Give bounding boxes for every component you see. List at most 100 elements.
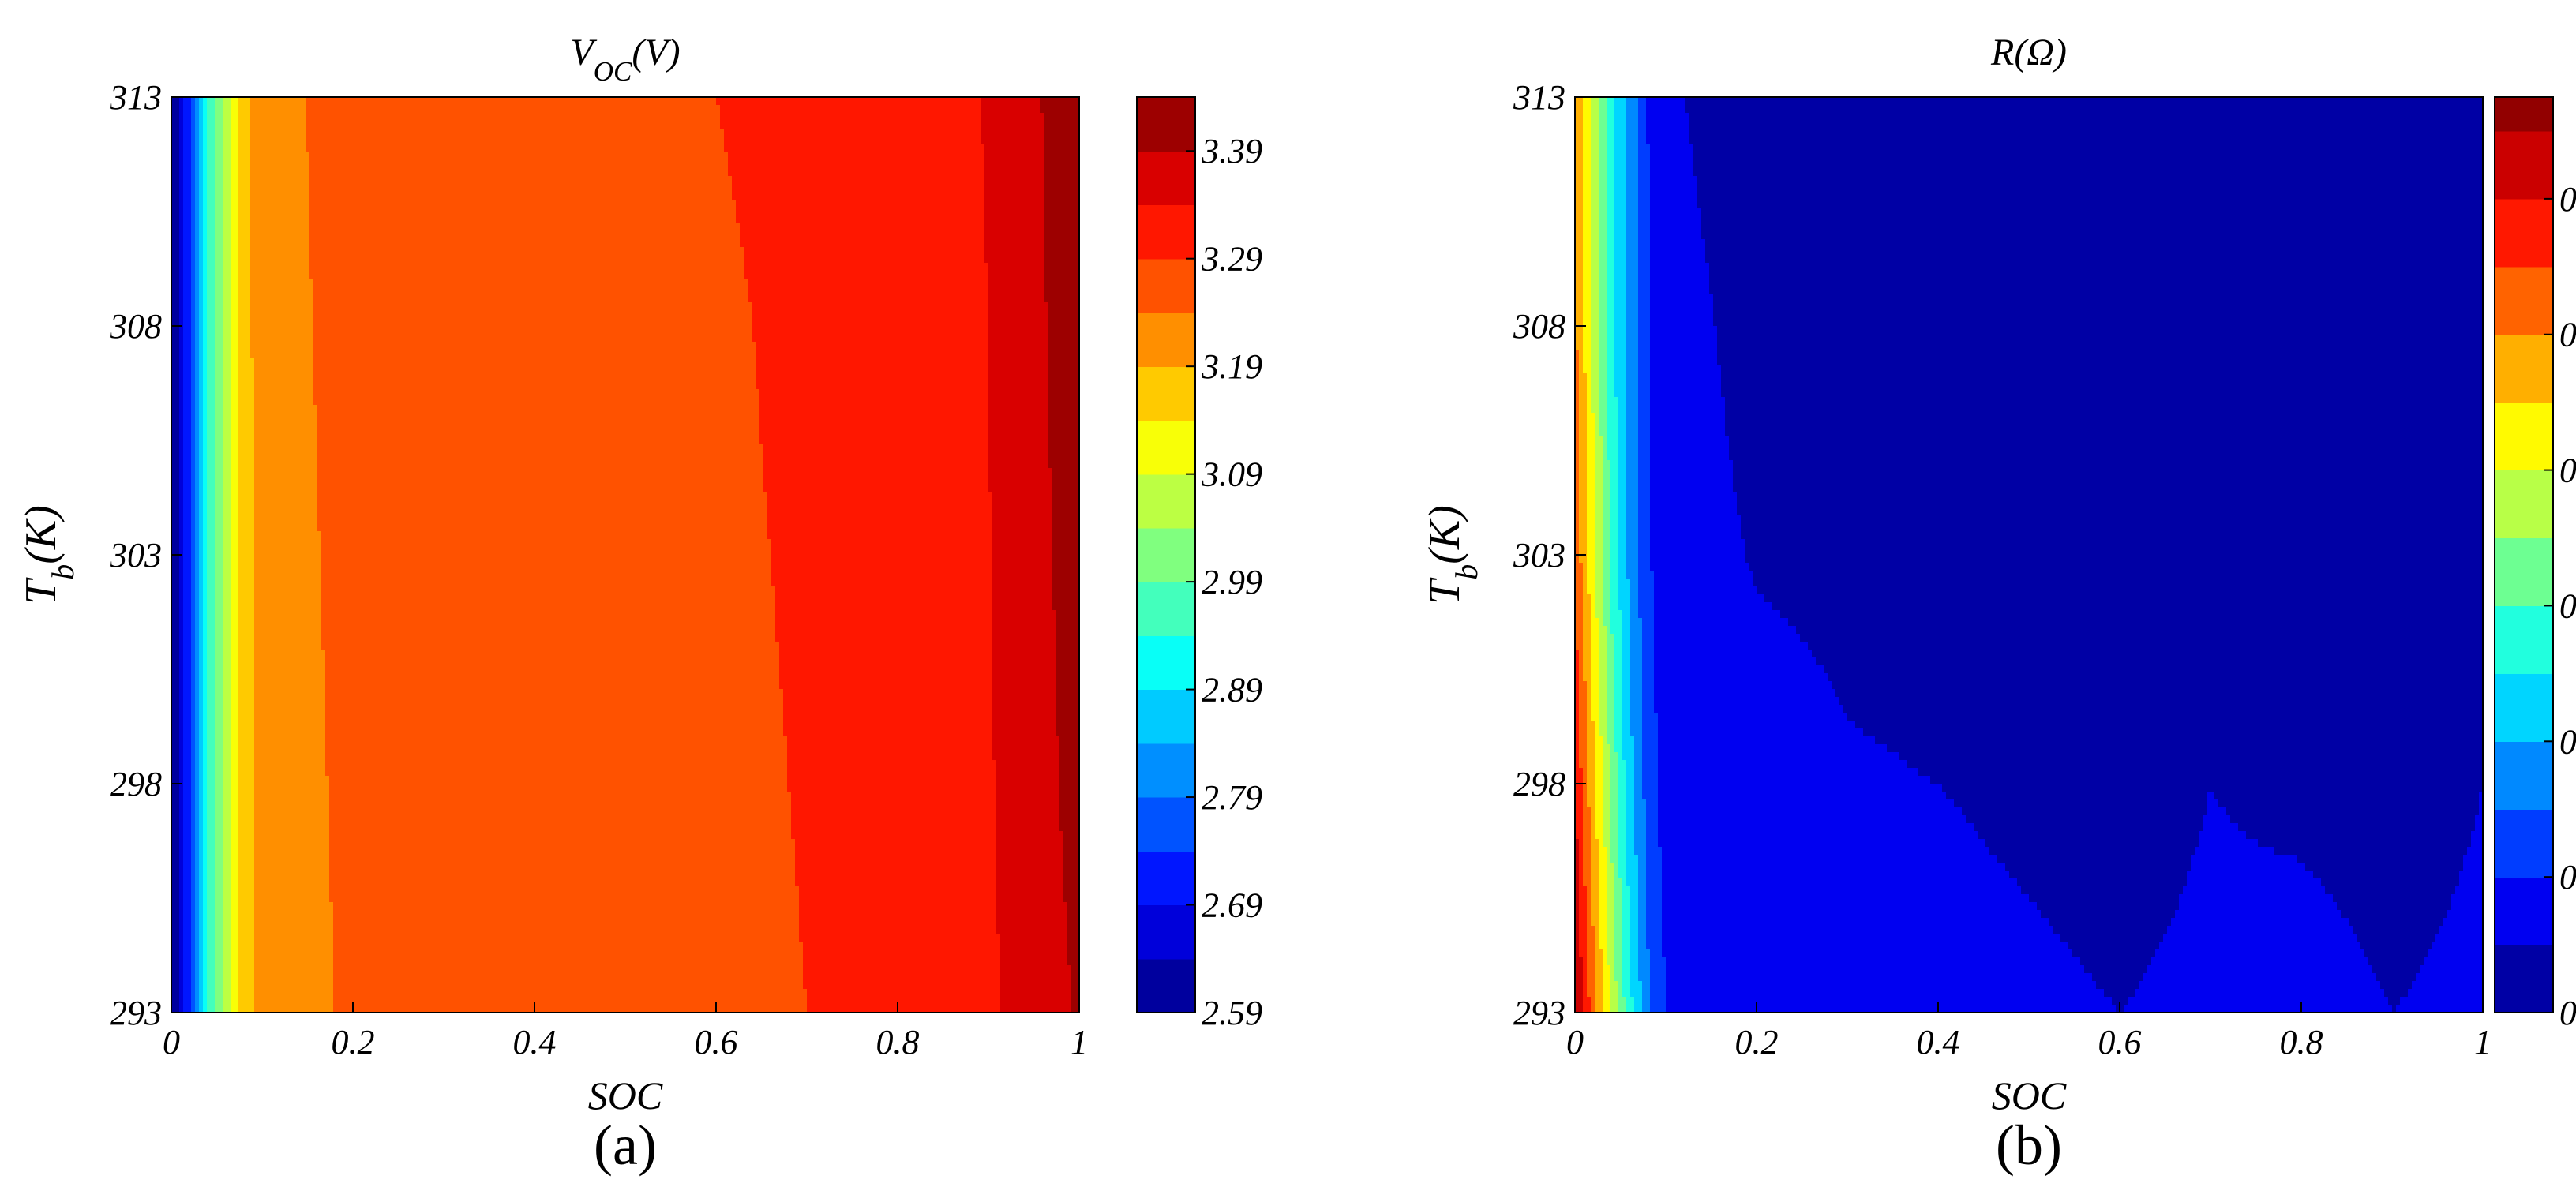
contour-cell (1650, 144, 1694, 153)
contour-cell (1575, 610, 1584, 619)
contour-cell (775, 634, 993, 642)
contour-cell (223, 1005, 231, 1013)
contour-cell (191, 215, 196, 224)
contour-cell (199, 389, 204, 398)
contour-cell (1638, 973, 1651, 982)
contour-cell (1638, 523, 1651, 532)
contour-cell (238, 263, 251, 271)
contour-cell (1575, 689, 1580, 698)
contour-cell (195, 989, 200, 998)
contour-cell (1650, 263, 1710, 271)
contour-cell (183, 239, 192, 248)
contour-cell (231, 799, 239, 808)
contour-cell (250, 231, 310, 240)
contour-cell (1599, 129, 1607, 137)
contour-cell (223, 594, 231, 603)
contour-cell (1610, 594, 1619, 603)
contour-cell (1622, 650, 1631, 658)
contour-cell (179, 215, 184, 224)
contour-cell (238, 326, 251, 335)
contour-cell (223, 634, 231, 642)
contour-cell (191, 855, 196, 863)
contour-cell (2341, 910, 2448, 919)
contour-cell (254, 768, 326, 777)
contour-cell (171, 736, 180, 745)
contour-cell (317, 507, 768, 516)
contour-cell (799, 934, 1001, 942)
contour-cell (183, 515, 192, 524)
contour-cell (195, 302, 200, 311)
contour-cell (191, 918, 196, 927)
contour-cell (1591, 886, 1599, 895)
contour-cell (238, 444, 255, 453)
x-axis-label: SOC (588, 1073, 663, 1118)
contour-cell (1587, 981, 1595, 990)
contour-cell (1638, 310, 1651, 319)
contour-cell (1599, 113, 1607, 122)
contour-cell (231, 760, 239, 769)
contour-cell (1052, 547, 1080, 556)
contour-cell (231, 294, 239, 303)
contour-cell (1599, 713, 1607, 721)
contour-cell (250, 192, 310, 200)
contour-cell (984, 231, 1044, 240)
contour-cell (195, 381, 200, 390)
contour-cell (171, 507, 180, 516)
contour-cell (238, 823, 255, 832)
contour-cell (238, 484, 255, 492)
contour-cell (215, 878, 223, 887)
contour-cell (1583, 192, 1592, 200)
contour-cell (1614, 965, 1623, 974)
contour-cell (1638, 878, 1647, 887)
contour-cell (1587, 784, 1595, 792)
contour-cell (1749, 563, 2484, 571)
contour-cell (199, 500, 204, 508)
contour-cell (1646, 902, 1663, 911)
contour-cell (191, 942, 196, 950)
contour-cell (988, 286, 1044, 295)
contour-cell (1654, 689, 1836, 698)
contour-cell (1697, 192, 2484, 200)
contour-cell (1658, 721, 1856, 729)
contour-cell (1583, 326, 1592, 335)
contour-cell (231, 318, 239, 327)
contour-cell (223, 271, 231, 279)
contour-cell (183, 97, 192, 106)
contour-cell (191, 200, 196, 208)
contour-cell (238, 586, 255, 595)
contour-cell (1591, 129, 1599, 137)
contour-cell (1638, 231, 1651, 240)
contour-cell (195, 571, 200, 579)
contour-cell (171, 279, 180, 287)
contour-cell (1642, 744, 1659, 753)
contour-cell (1587, 579, 1595, 587)
contour-cell (2384, 989, 2409, 998)
contour-cell (1599, 397, 1607, 406)
contour-cell (195, 436, 200, 445)
contour-cell (988, 271, 1044, 279)
contour-cell (317, 476, 764, 485)
contour-cell (2005, 863, 2192, 871)
contour-cell (325, 736, 788, 745)
contour-cell (1591, 184, 1599, 193)
contour-cell (1610, 1005, 1619, 1013)
contour-cell (171, 713, 180, 721)
contour-cell (1579, 460, 1588, 469)
contour-cell (171, 476, 180, 485)
contour-cell (756, 373, 989, 382)
contour-cell (1575, 460, 1580, 469)
contour-cell (1614, 342, 1627, 350)
contour-cell (191, 563, 196, 571)
contour-cell (1614, 97, 1627, 106)
contour-cell (179, 129, 184, 137)
contour-cell (171, 247, 180, 256)
contour-cell (179, 421, 184, 429)
contour-cell (231, 523, 239, 532)
contour-cell (171, 208, 180, 216)
contour-cell (215, 231, 223, 240)
contour-cell (1063, 831, 1080, 840)
contour-cell (207, 973, 216, 982)
contour-cell (1618, 436, 1627, 445)
contour-cell (1618, 507, 1627, 516)
contour-cell (984, 215, 1044, 224)
